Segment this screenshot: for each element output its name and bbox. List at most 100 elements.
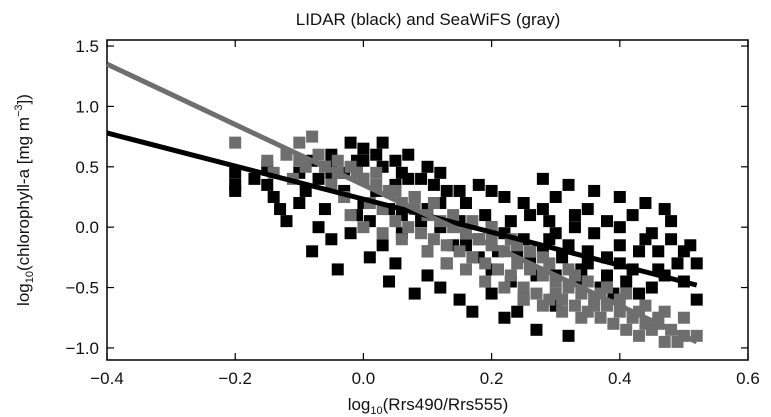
data-point [568,299,581,312]
data-point [549,190,562,203]
data-point [530,287,543,300]
data-point [613,221,626,234]
data-point [633,329,646,342]
x-tick-label: 0.2 [480,369,504,388]
data-point [581,275,594,288]
data-point [466,251,479,264]
data-point [306,245,319,258]
x-axis-label-rest: (Rrs490/Rrs555) [383,395,509,414]
data-point [652,245,665,258]
data-point [588,184,601,197]
y-axis-ticks: −1.0 −0.5 0.0 0.5 1.0 1.5 [65,37,748,358]
data-point [344,209,357,222]
data-point [299,184,312,197]
data-point [434,281,447,294]
data-point [389,154,402,167]
data-point [517,281,530,294]
data-point [536,251,549,264]
data-point [447,209,460,222]
data-point [665,233,678,246]
x-tick-label: 0.6 [736,369,760,388]
data-point [408,287,421,300]
data-point [293,136,306,149]
data-point [639,197,652,210]
data-point [562,178,575,191]
data-point [357,221,370,234]
data-point [485,287,498,300]
data-point [427,197,440,210]
data-point [504,269,517,282]
data-point [357,154,370,167]
data-point [600,215,613,228]
data-point [562,329,575,342]
y-axis-label-sub: 10 [24,271,36,283]
data-point [517,197,530,210]
data-point [511,305,524,318]
data-point [440,184,453,197]
data-point [293,197,306,210]
series-layer [229,130,703,348]
data-point [274,203,287,216]
data-point [472,178,485,191]
data-point [511,239,524,252]
data-point [639,233,652,246]
data-point [350,166,363,179]
data-point [229,184,242,197]
data-point [524,245,537,258]
data-point [620,275,633,288]
data-point [645,323,658,336]
y-axis-label: log10(chlorophyll-a [mg m−3]) [13,94,36,306]
data-point [498,190,511,203]
data-point [479,257,492,270]
data-point [415,227,428,240]
data-point [229,166,242,179]
data-point [671,335,684,348]
data-point [543,215,556,228]
data-point [588,299,601,312]
data-point [536,245,549,258]
x-tick-label: 0.4 [608,369,632,388]
data-point [536,299,549,312]
data-point [229,136,242,149]
chart-title: LIDAR (black) and SeaWiFS (gray) [296,10,561,29]
regression-line-0 [106,130,698,288]
data-point [408,190,421,203]
plot-frame [106,39,749,361]
data-point [395,166,408,179]
data-point [427,178,440,191]
y-tick-label: 1.5 [75,37,99,56]
data-point [395,233,408,246]
data-point [376,227,389,240]
data-point [613,190,626,203]
data-point [421,269,434,282]
data-point [383,275,396,288]
data-point [594,311,607,324]
data-point [466,305,479,318]
data-point [581,203,594,216]
data-point [562,239,575,252]
y-tick-label: −0.5 [65,279,99,298]
data-point [485,184,498,197]
y-axis-label-log: log [14,283,33,306]
data-point [658,335,671,348]
data-point [357,142,370,155]
data-point [312,221,325,234]
data-point [549,287,562,300]
data-point [479,275,492,288]
data-point [370,166,383,179]
regression-line-1 [105,61,698,345]
data-point [389,184,402,197]
data-point [633,287,646,300]
data-point [498,281,511,294]
data-point [620,323,633,336]
data-point [543,233,556,246]
data-point [504,215,517,228]
x-axis-label: log10(Rrs490/Rrs555) [348,395,509,417]
data-point [440,239,453,252]
data-point [556,251,569,264]
data-point [280,215,293,228]
data-point [299,160,312,173]
data-point [370,148,383,161]
data-point [459,263,472,276]
